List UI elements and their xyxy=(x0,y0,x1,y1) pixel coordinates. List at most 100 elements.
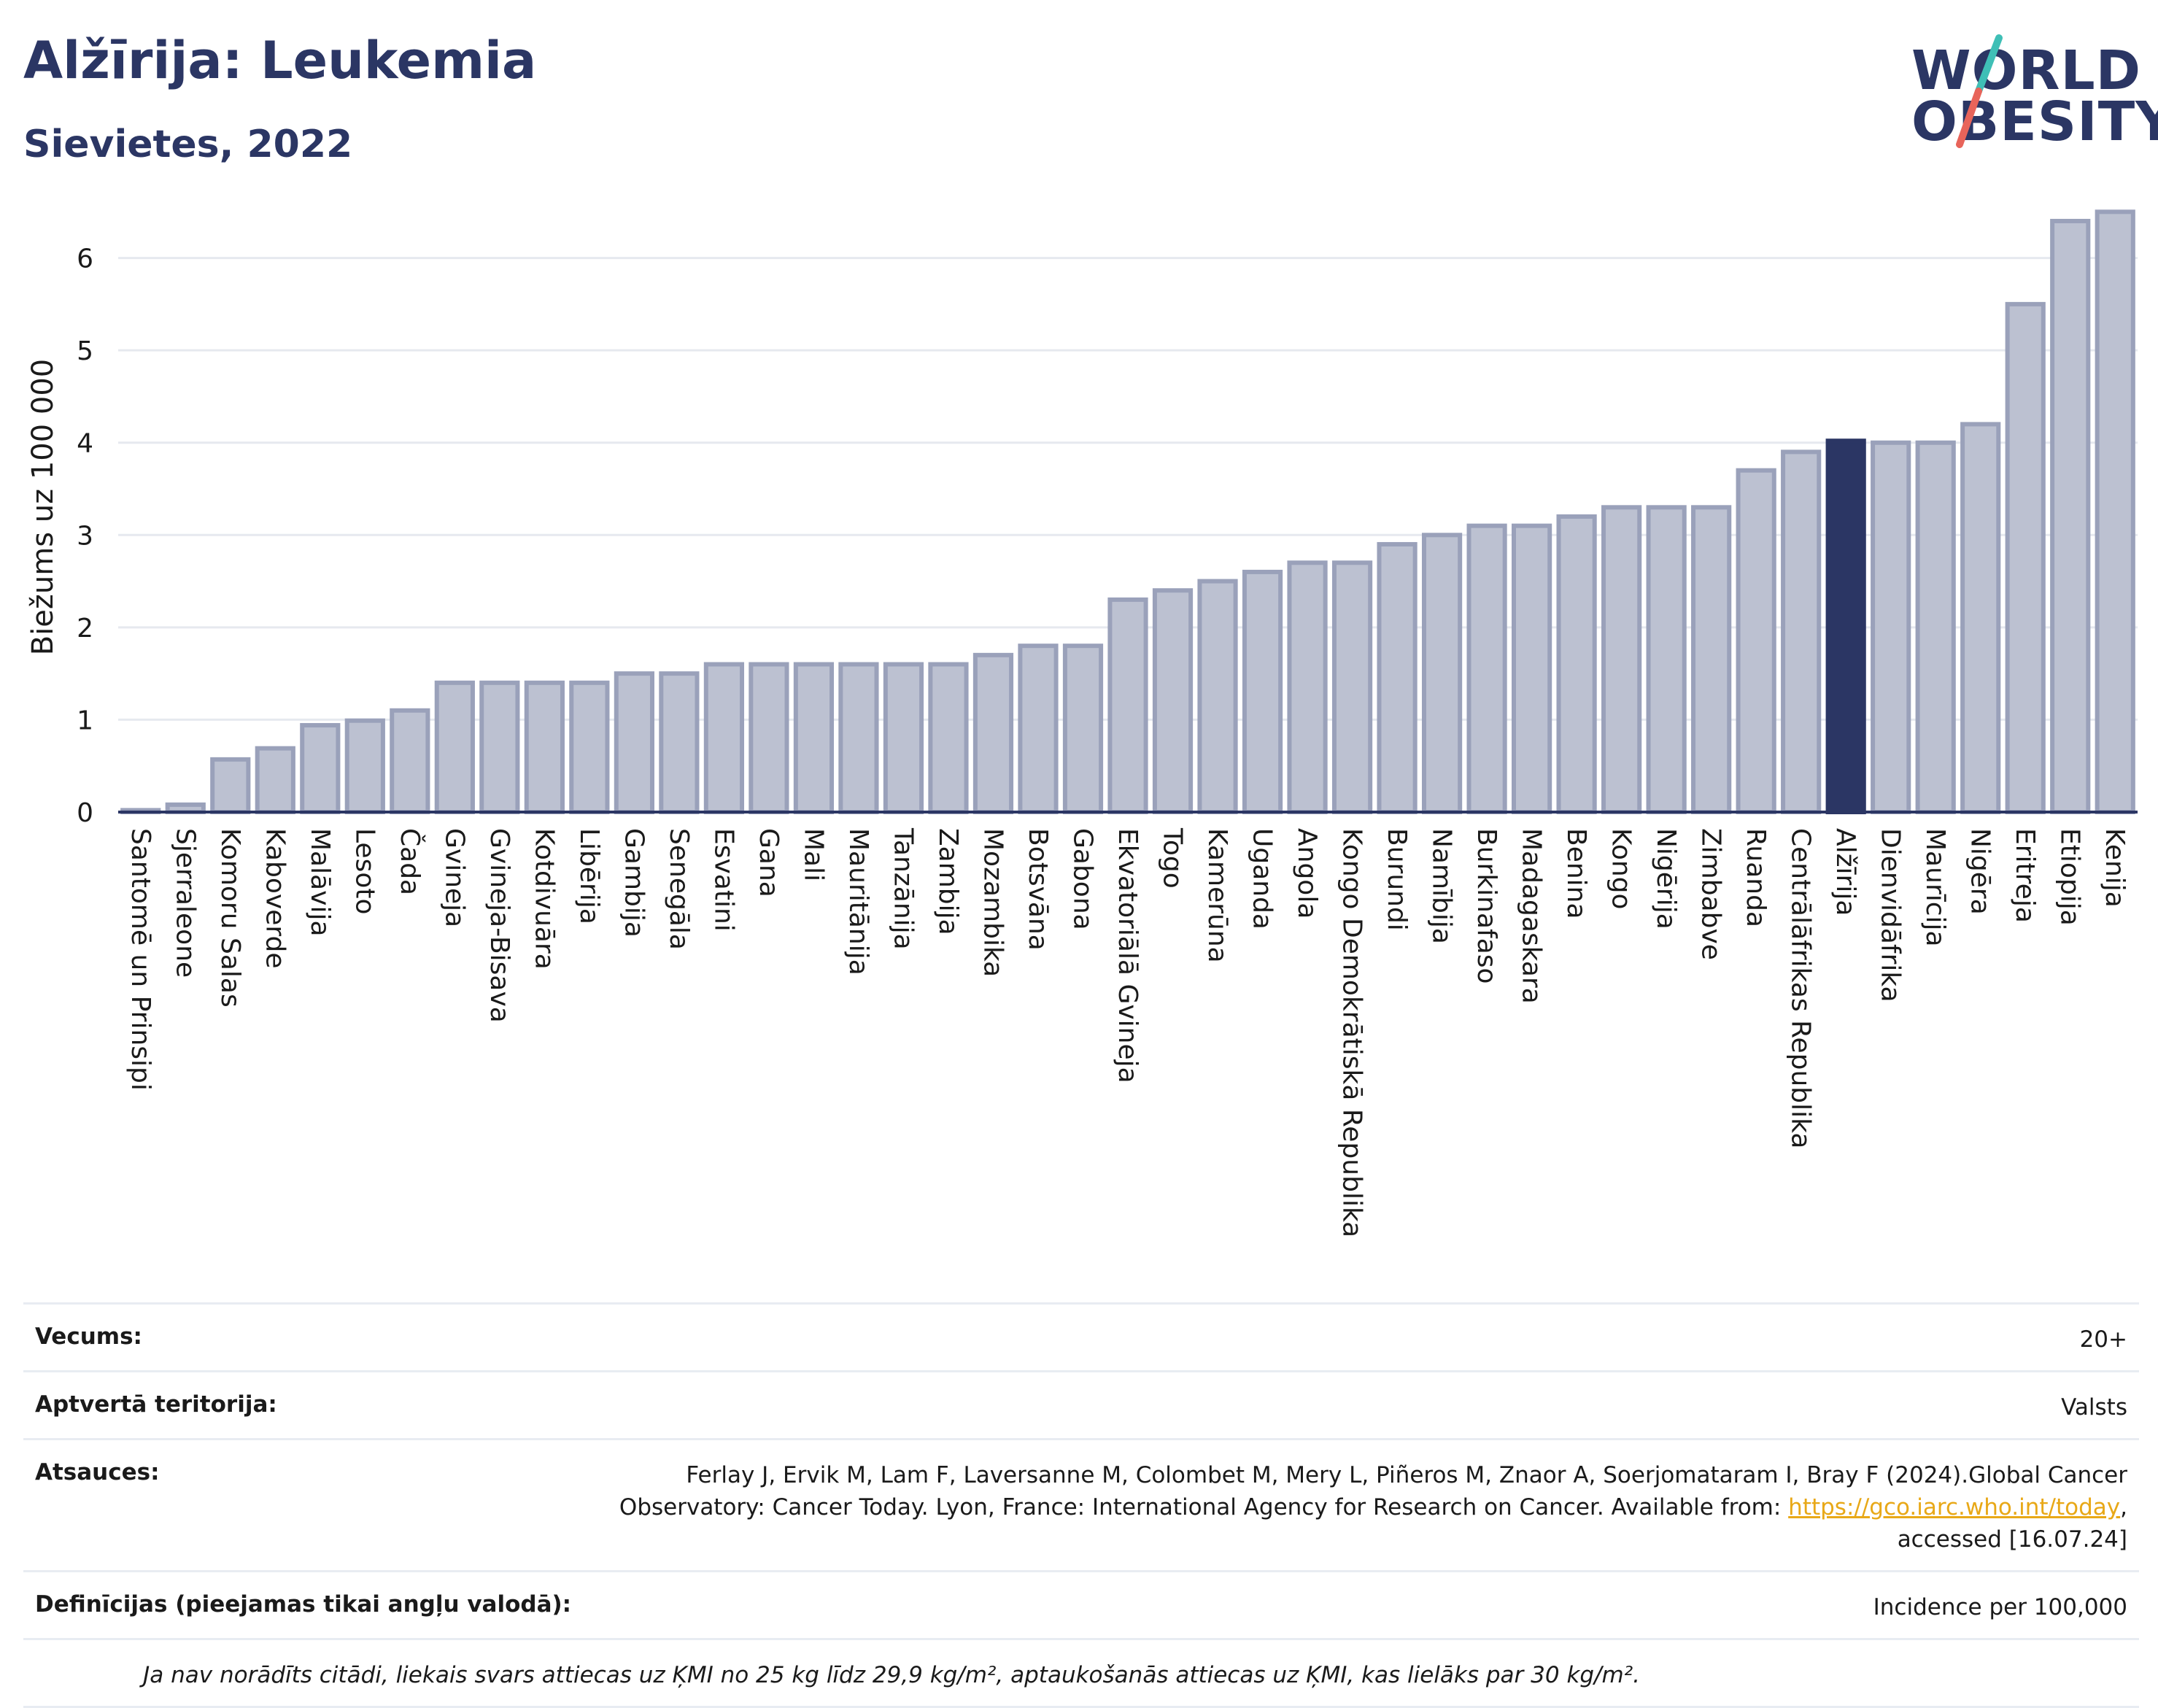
bar xyxy=(1960,422,2001,814)
age-value: 20+ xyxy=(2079,1326,2127,1353)
x-tick-label: Namībija xyxy=(1427,828,1457,944)
chart-title: Alžīrija: Leukemia xyxy=(23,31,537,90)
x-tick-label: Mali xyxy=(798,828,828,881)
definitions-label: Definīcijas (pieejamas tikai angļu valod… xyxy=(35,1591,572,1618)
references-value: Ferlay J, Ervik M, Lam F, Laversanne M, … xyxy=(619,1462,2127,1553)
bar xyxy=(1691,505,1732,814)
logo-line-obesity: OBESITY xyxy=(1911,90,2158,153)
world-obesity-logo: WORLD OBESITY xyxy=(1897,22,2158,153)
x-tick-label: Esvatini xyxy=(708,828,738,932)
x-tick-label: Nigēra xyxy=(1965,828,1995,915)
bar xyxy=(479,680,520,814)
x-tick-label: Gvineja-Bisava xyxy=(484,828,514,1023)
bar xyxy=(569,680,610,814)
x-tick-label: Santomē un Prinsipi xyxy=(125,828,155,1091)
bar xyxy=(390,708,430,814)
info-table: Vecums: 20+ Aptvertā teritorija: Valsts … xyxy=(23,1302,2139,1708)
bar xyxy=(614,671,654,814)
x-tick-label: Mozambika xyxy=(978,828,1008,977)
x-tick-label: Burundi xyxy=(1382,828,1412,931)
x-tick-label: Etiopija xyxy=(2055,828,2085,926)
x-tick-label: Gabona xyxy=(1067,828,1097,930)
x-tick-label: Kongo xyxy=(1606,828,1636,910)
y-tick-label: 3 xyxy=(77,521,93,551)
bar xyxy=(883,662,924,815)
x-tick-label: Zimbabve xyxy=(1696,828,1726,960)
y-tick-label: 2 xyxy=(77,614,93,644)
bar xyxy=(1331,560,1373,815)
x-tick-label: Angola xyxy=(1292,828,1322,919)
x-tick-label: Kotdivuāra xyxy=(529,828,559,970)
logo-line-world: WORLD xyxy=(1911,39,2142,102)
x-tick-label: Alžīrija xyxy=(1830,828,1860,916)
bar xyxy=(2095,209,2135,815)
x-tick-label: Čada xyxy=(395,828,425,895)
x-axis-ticks: Santomē un Prinsipi Sjerraleone Komoru Sal… xyxy=(125,827,2130,1237)
bar xyxy=(1466,523,1507,814)
bar xyxy=(1197,579,1238,814)
x-tick-label: Kongo Demokrātiskā Republika xyxy=(1337,828,1367,1237)
bar xyxy=(1242,569,1283,814)
bar xyxy=(1421,533,1463,815)
bar xyxy=(210,757,251,814)
bar xyxy=(2050,218,2091,814)
y-tick-label: 0 xyxy=(77,798,93,828)
y-axis-ticks: 0 1 2 3 4 5 6 xyxy=(77,244,93,828)
bar xyxy=(1152,588,1194,815)
bar xyxy=(1062,644,1104,814)
references-link[interactable]: https://gco.iarc.who.int/today xyxy=(1788,1494,2121,1521)
y-axis-title: Biežums uz 100 000 xyxy=(26,359,60,656)
x-tick-label: Gana xyxy=(754,828,784,897)
x-tick-label: Senegāla xyxy=(664,828,694,950)
x-tick-label: Tanzānija xyxy=(888,827,918,950)
info-row-coverage: Aptvertā teritorija: Valsts xyxy=(23,1370,2139,1438)
x-tick-label: Ruanda xyxy=(1741,828,1771,927)
bar xyxy=(1018,644,1059,814)
x-tick-label: Zambija xyxy=(933,828,963,935)
bar xyxy=(1556,514,1597,814)
x-tick-label: Maurīcija xyxy=(1920,828,1950,947)
y-tick-label: 4 xyxy=(77,429,93,459)
bar xyxy=(972,652,1014,814)
x-tick-label: Madagaskara xyxy=(1517,828,1547,1004)
footnote: Ja nav norādīts citādi, liekais svars at… xyxy=(143,1662,1640,1689)
info-row-note: Ja nav norādīts citādi, liekais svars at… xyxy=(23,1638,2139,1708)
bar xyxy=(1781,449,1822,814)
bar xyxy=(659,671,700,814)
chart-subtitle: Sievietes, 2022 xyxy=(23,123,353,166)
x-tick-label: Togo xyxy=(1158,827,1188,889)
x-tick-label: Botsvāna xyxy=(1023,828,1053,951)
references-label: Atsauces: xyxy=(35,1459,160,1486)
references-text-3: accessed [16.07.24] xyxy=(1897,1526,2127,1553)
bar xyxy=(434,680,475,814)
bar xyxy=(1646,505,1687,814)
bar xyxy=(344,718,385,814)
x-tick-label: Eritreja xyxy=(2010,828,2040,923)
y-tick-label: 6 xyxy=(77,244,93,274)
coverage-label: Aptvertā teritorija: xyxy=(35,1391,277,1418)
x-tick-label: Libērija xyxy=(574,828,604,924)
x-tick-label: Gvineja xyxy=(439,828,469,927)
x-tick-label: Kaboverde xyxy=(260,828,290,969)
logo-slash-icon xyxy=(1956,34,2003,148)
bars xyxy=(120,209,2135,815)
x-tick-label: Kenija xyxy=(2100,828,2130,908)
x-tick-label: Malāvija xyxy=(305,828,335,937)
bar xyxy=(749,662,789,815)
bar xyxy=(524,680,565,814)
bar xyxy=(1871,440,1911,814)
info-row-definitions: Definīcijas (pieejamas tikai angļu valod… xyxy=(23,1570,2139,1638)
definitions-value: Incidence per 100,000 xyxy=(1873,1594,2127,1621)
bar xyxy=(838,662,879,815)
info-row-references: Atsauces: Ferlay J, Ervik M, Lam F, Lave… xyxy=(23,1438,2139,1570)
x-tick-label: Nigērija xyxy=(1651,828,1681,930)
x-tick-label: Komoru Salas xyxy=(215,828,245,1008)
x-tick-label: Sjerraleone xyxy=(170,828,200,978)
bar xyxy=(1736,468,1776,814)
coverage-value: Valsts xyxy=(2061,1394,2127,1421)
references-text-1: Ferlay J, Ervik M, Lam F, Laversanne M, … xyxy=(686,1462,2127,1489)
age-label: Vecums: xyxy=(35,1323,142,1350)
info-row-age: Vecums: 20+ xyxy=(23,1302,2139,1370)
x-tick-label: Mauritānija xyxy=(843,828,873,975)
references-text-2: Observatory: Cancer Today. Lyon, France:… xyxy=(619,1494,1782,1521)
